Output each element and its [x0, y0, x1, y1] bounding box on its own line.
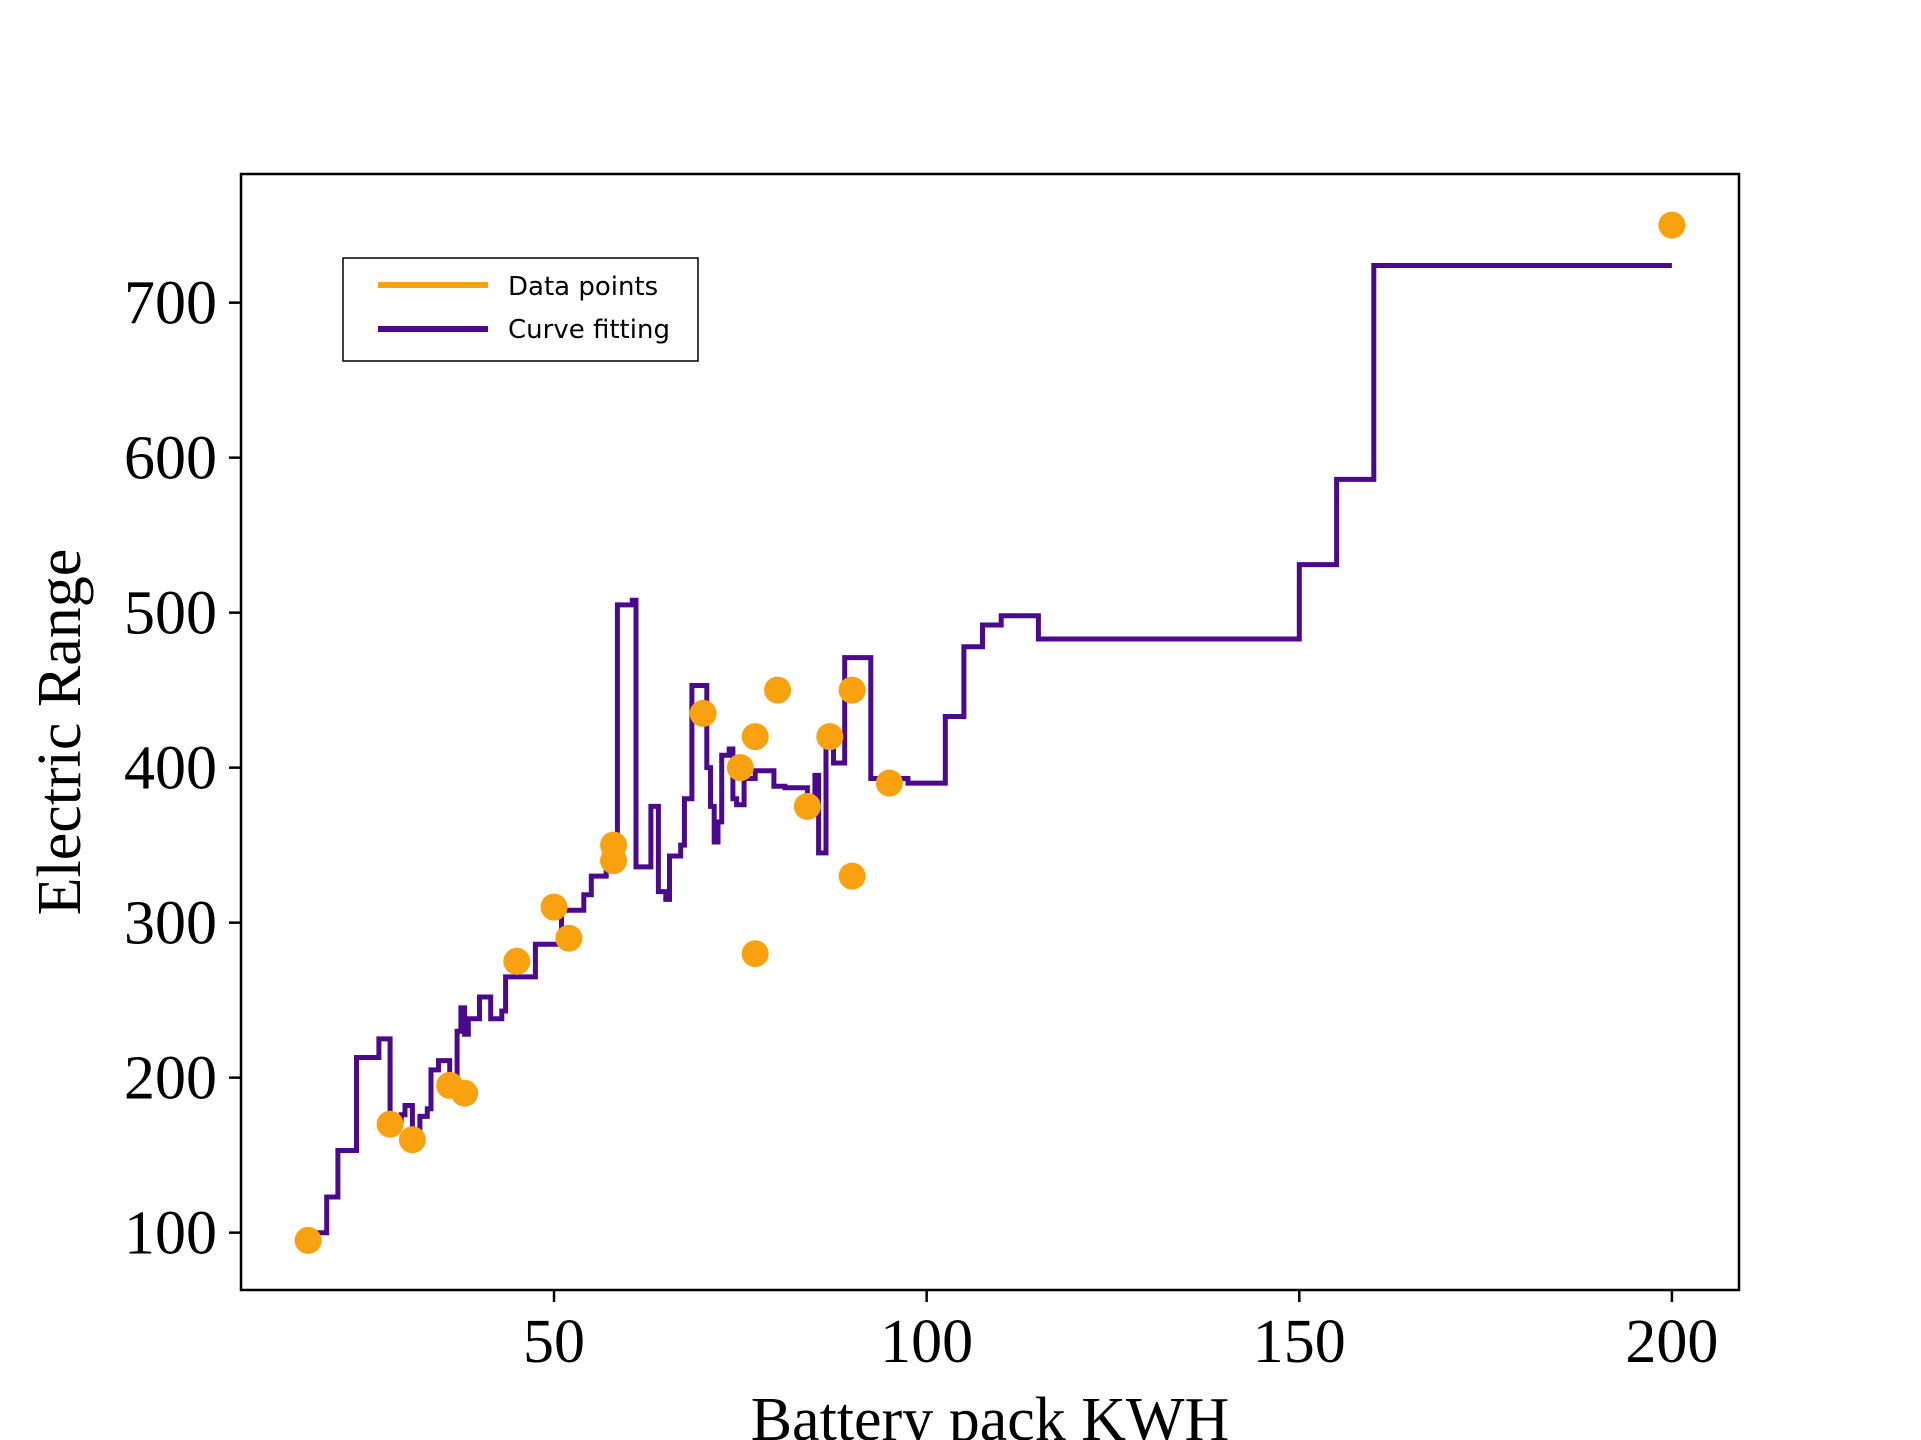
y-tick-label: 200 — [124, 1045, 217, 1113]
legend-label-data-points: Data points — [508, 272, 658, 302]
y-tick-label: 500 — [124, 580, 217, 648]
data-point — [816, 723, 844, 751]
data-point — [294, 1226, 322, 1254]
data-point — [875, 769, 903, 797]
data-point — [540, 893, 568, 921]
data-point — [503, 947, 531, 975]
data-point — [741, 940, 769, 968]
data-point — [741, 723, 769, 751]
data-point — [600, 847, 628, 875]
data-point — [376, 1110, 404, 1138]
legend: Data points Curve fitting — [342, 257, 699, 362]
data-point — [838, 862, 866, 890]
curve-layer — [308, 263, 1672, 1236]
y-axis-ticks: 100 200 300 400 500 600 700 — [124, 270, 241, 1268]
legend-label-curve-fitting: Curve fitting — [508, 315, 670, 345]
y-tick-label: 600 — [124, 425, 217, 493]
y-tick-label: 100 — [124, 1200, 217, 1268]
data-point — [689, 699, 717, 727]
points-layer — [294, 211, 1686, 1254]
y-tick-label: 700 — [124, 270, 217, 338]
y-tick-label: 400 — [124, 735, 217, 803]
x-tick-label: 150 — [1253, 1308, 1346, 1376]
data-point — [555, 924, 583, 952]
data-point — [451, 1079, 479, 1107]
data-point — [1658, 211, 1686, 239]
data-point — [726, 754, 754, 782]
data-point — [793, 792, 821, 820]
data-point — [838, 676, 866, 704]
data-point — [764, 676, 792, 704]
x-tick-label: 100 — [880, 1308, 973, 1376]
y-tick-label: 300 — [124, 890, 217, 958]
x-axis-ticks: 50 100 150 200 — [523, 1290, 1718, 1376]
plot-frame — [239, 172, 1741, 1292]
y-axis-label: Electric Range — [26, 549, 94, 916]
x-tick-label: 50 — [523, 1308, 585, 1376]
x-tick-label: 200 — [1625, 1308, 1718, 1376]
data-point — [398, 1126, 426, 1154]
x-axis-label: Battery pack KWH — [751, 1386, 1230, 1440]
series-curve-fitting-line — [308, 263, 1672, 1236]
legend-box — [342, 257, 699, 362]
